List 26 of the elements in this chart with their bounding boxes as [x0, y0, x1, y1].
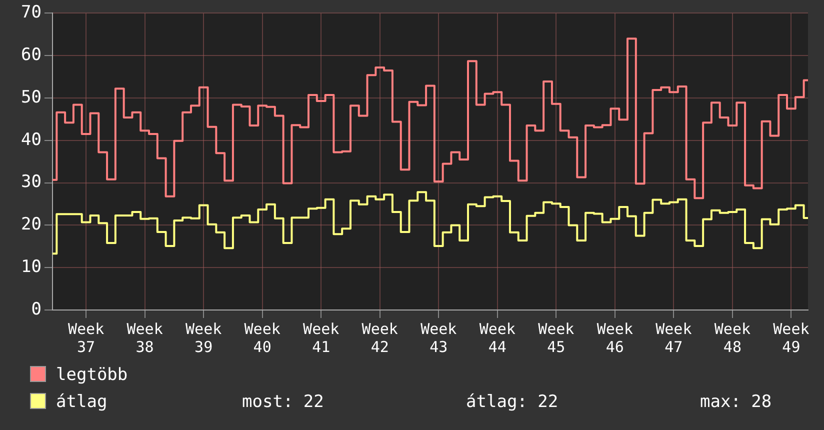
y-tick-label: 0 — [31, 299, 42, 320]
y-tick-label: 30 — [20, 172, 42, 192]
text: átlag: 22 — [466, 391, 558, 414]
x-tick-label: Week 43 — [420, 320, 457, 356]
y-tick-label: 60 — [20, 45, 42, 66]
x-tick-label: Week 46 — [596, 320, 633, 356]
text: max: 28 — [700, 391, 772, 414]
y-tick-label: 20 — [20, 214, 42, 235]
y-tick-label: 10 — [20, 257, 42, 278]
legend-label: átlag — [55, 391, 108, 414]
text: most: 22 — [242, 391, 324, 414]
x-tick-label: Week 45 — [538, 320, 574, 356]
x-tick-label: Week 49 — [773, 320, 810, 356]
x-tick-label: Week 38 — [126, 320, 163, 356]
x-tick-label: Week 41 — [303, 320, 340, 356]
x-tick-label: Week 39 — [186, 320, 222, 356]
y-tick-label: 70 — [20, 2, 42, 23]
x-tick-label: Week 42 — [362, 320, 398, 356]
legend-label: legtöbb — [55, 364, 128, 387]
x-tick-label: Week 44 — [479, 320, 516, 356]
x-tick-label: Week 40 — [244, 320, 280, 356]
x-tick-label: Week 48 — [714, 320, 751, 356]
y-tick-label: 40 — [20, 130, 42, 150]
x-tick-label: Week 47 — [656, 320, 692, 356]
y-tick-label: 50 — [20, 87, 42, 108]
x-tick-label: Week 37 — [68, 320, 104, 356]
